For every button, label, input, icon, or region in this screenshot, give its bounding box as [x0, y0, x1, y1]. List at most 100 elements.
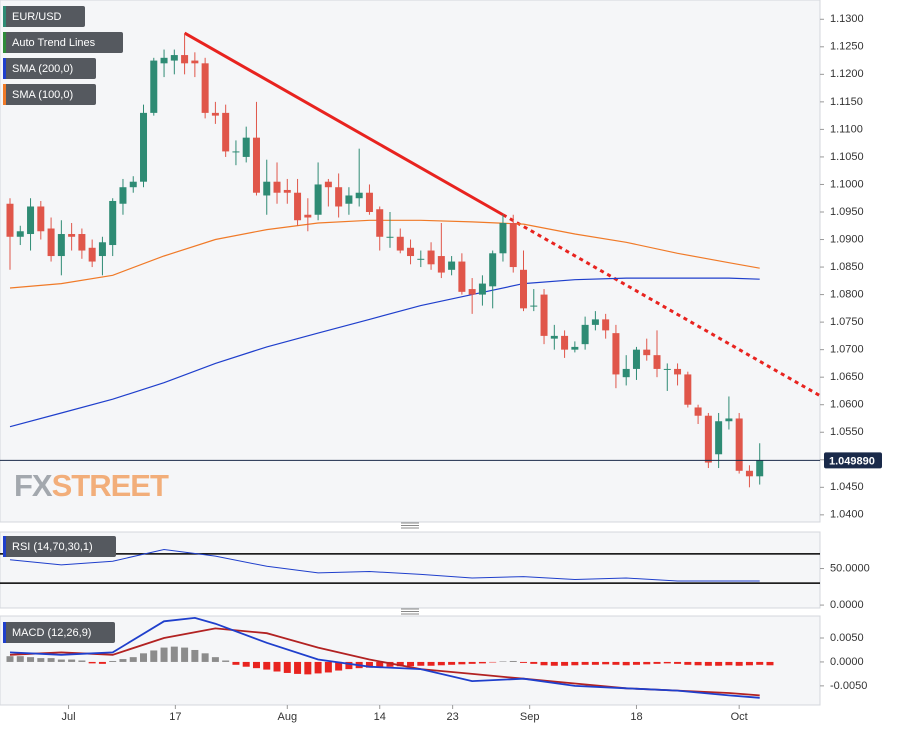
candle-body	[622, 368, 630, 378]
candle-body	[643, 349, 651, 356]
x-tick-label: Jul	[62, 711, 76, 723]
candle-body	[478, 283, 486, 295]
histogram-bar	[109, 660, 117, 662]
candle-body	[745, 470, 753, 477]
candle-body	[489, 253, 497, 287]
y-tick-label: 1.1100	[830, 123, 863, 135]
y-tick-label: 1.0600	[830, 399, 864, 411]
candle-body	[674, 368, 682, 375]
histogram-bar	[581, 661, 589, 665]
legend-entry-swatch	[3, 58, 6, 79]
candle-body	[653, 355, 661, 369]
candle-body	[98, 242, 106, 257]
sma-line	[9, 277, 760, 428]
histogram-bar	[478, 661, 486, 664]
candle-body	[211, 112, 219, 116]
candle-body	[201, 63, 209, 113]
histogram-bar	[417, 661, 425, 666]
candle-body	[222, 112, 230, 152]
candle-body	[57, 234, 65, 257]
legend-entry: MACD (12,26,9)	[12, 627, 91, 639]
x-tick-label: 23	[447, 711, 459, 723]
histogram-bar	[745, 661, 753, 666]
candle-body	[612, 333, 620, 375]
histogram-bar	[694, 661, 702, 666]
candle-body	[78, 234, 86, 251]
histogram-bar	[622, 661, 630, 666]
candle-body	[304, 214, 312, 218]
candle-body	[509, 223, 517, 268]
y-tick-label: 1.1150	[830, 96, 863, 108]
y-tick-label: 1.1000	[830, 178, 864, 190]
y-tick-label: 1.1050	[830, 151, 864, 163]
legend-entry-box	[3, 622, 115, 643]
histogram-bar	[294, 661, 302, 674]
candle-body	[365, 192, 373, 212]
candle-body	[252, 137, 260, 193]
histogram-bar	[211, 657, 219, 662]
histogram-bar	[78, 660, 86, 662]
histogram-bar	[468, 661, 476, 664]
candle-body	[530, 305, 538, 307]
candle-body	[376, 209, 384, 237]
candle-body	[540, 294, 548, 336]
histogram-bar	[756, 661, 764, 665]
legend-entry: SMA (100,0)	[12, 89, 73, 101]
candle-body	[386, 236, 394, 238]
histogram-bar	[47, 658, 55, 662]
histogram-bar	[540, 661, 548, 666]
histogram-bar	[314, 661, 322, 674]
candle-body	[6, 203, 14, 237]
histogram-bar	[27, 657, 35, 662]
y-tick-label: 1.1200	[830, 68, 864, 80]
candle-body	[314, 184, 322, 215]
y-tick-label: 1.0850	[830, 261, 864, 273]
candle-body	[27, 206, 35, 235]
sma-line	[9, 219, 760, 289]
histogram-bar	[252, 661, 260, 669]
x-tick-label: 14	[374, 711, 386, 723]
histogram-bar	[632, 661, 640, 665]
candle-body	[694, 407, 702, 416]
rsi-line	[9, 548, 760, 582]
histogram-bar	[591, 661, 599, 665]
histogram-bar	[119, 659, 127, 662]
candle-body	[735, 418, 743, 471]
legend-entry-swatch	[3, 6, 6, 27]
histogram-bar	[704, 661, 712, 666]
last-price-box	[824, 452, 882, 469]
trend-line	[183, 31, 504, 217]
candle-body	[663, 368, 671, 370]
candle-body	[355, 192, 363, 199]
candle-body	[160, 57, 168, 64]
legend-entry-box	[3, 84, 96, 105]
y-tick-label: 1.0400	[830, 509, 864, 521]
x-tick-label: 17	[169, 711, 181, 723]
histogram-bar	[602, 661, 610, 665]
histogram-bar	[376, 661, 384, 668]
candle-body	[129, 181, 137, 188]
macd-line	[9, 616, 760, 699]
histogram-bar	[663, 661, 671, 664]
candle-body	[448, 261, 456, 270]
x-tick-label: 18	[630, 711, 642, 723]
histogram-bar	[232, 661, 240, 665]
candle-body	[458, 261, 466, 292]
histogram-bar	[37, 658, 45, 662]
histogram-bar	[448, 661, 456, 665]
candle-body	[725, 418, 733, 422]
candle-body	[407, 247, 415, 257]
candle-body	[499, 223, 507, 254]
candle-body	[427, 250, 435, 265]
candle-body	[550, 335, 558, 339]
panel-handle[interactable]	[401, 608, 419, 615]
histogram-bar	[550, 661, 558, 666]
candle-body	[37, 206, 45, 232]
candle-body	[232, 151, 240, 153]
candle-body	[170, 55, 178, 61]
x-tick-label: Aug	[278, 711, 298, 723]
panel-handle[interactable]	[401, 522, 419, 529]
legend-entry: EUR/USD	[12, 11, 62, 23]
